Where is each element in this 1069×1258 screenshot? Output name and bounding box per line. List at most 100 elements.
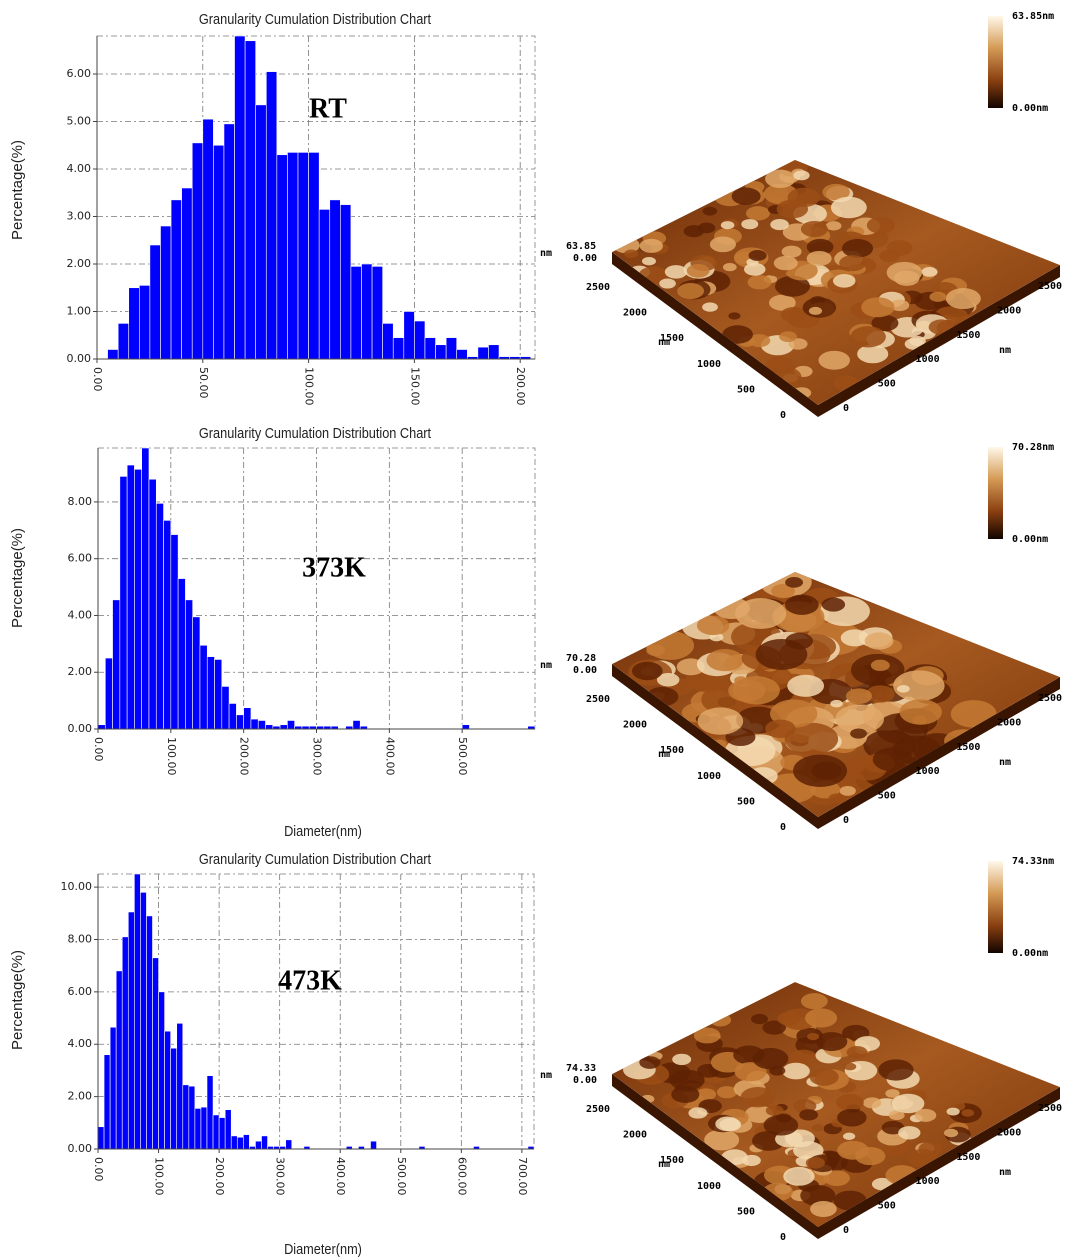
bar (191, 142, 204, 360)
grain (773, 255, 798, 271)
bar (279, 724, 288, 730)
grain (672, 1053, 692, 1066)
y-tick-label: 2.00 (68, 1090, 93, 1103)
bar (236, 1136, 244, 1150)
grain (639, 238, 663, 253)
grain (945, 288, 981, 310)
grain (734, 1062, 767, 1082)
bar (202, 118, 214, 360)
y-tick-label: 500 (737, 1206, 755, 1217)
grain (830, 196, 867, 219)
colorbar-max: 63.85nm (1012, 11, 1054, 22)
z-min: 0.00 (573, 253, 597, 264)
y-tick-label: 1500 (660, 1155, 684, 1166)
bar (257, 720, 266, 730)
y-tick-label: 4.00 (67, 162, 92, 175)
x-tick-label: 700.00 (516, 1157, 529, 1196)
grain (793, 754, 848, 787)
grain (728, 312, 741, 320)
y-tick-label: 1000 (697, 1181, 721, 1192)
grain (709, 1013, 732, 1027)
bar (199, 644, 208, 730)
grain (866, 216, 896, 234)
bar (340, 204, 352, 360)
x-tick-label: 200.00 (514, 367, 527, 406)
x-tick-label: 1500 (956, 330, 980, 341)
y-tick-label: 4.00 (68, 608, 93, 621)
grain (843, 1062, 857, 1071)
bar (287, 720, 295, 730)
y-unit: nm (658, 1159, 670, 1170)
grain (771, 584, 795, 599)
bar (424, 337, 436, 360)
grain (722, 325, 753, 344)
surface-base (612, 982, 1060, 1227)
x-tick-label: 2500 (1038, 1103, 1062, 1114)
bar (134, 873, 141, 1150)
y-tick-label: 6.00 (68, 985, 93, 998)
bar (265, 71, 278, 360)
grain (677, 282, 704, 300)
grain (835, 704, 884, 734)
grain (787, 674, 825, 697)
y-tick-label: 2000 (623, 1130, 647, 1141)
bar (115, 970, 123, 1150)
x-tick-label: 2500 (1038, 281, 1062, 292)
bar (194, 1108, 202, 1150)
bar (223, 123, 235, 360)
z-min: 0.00 (573, 1075, 597, 1086)
x-tick-label: 600.00 (455, 1157, 468, 1196)
grain (624, 249, 639, 259)
bar (414, 320, 426, 360)
bar (170, 534, 179, 730)
grain (697, 707, 744, 735)
bar (177, 578, 186, 730)
bar (140, 892, 147, 1150)
x-tick-label: 300.00 (274, 1157, 287, 1196)
annotation: RT (309, 93, 347, 124)
colorbar-max: 74.33nm (1012, 856, 1054, 867)
chart-title: Granularity Cumulation Distribution Char… (199, 10, 431, 27)
grain (751, 1013, 769, 1025)
bar (206, 1075, 214, 1150)
grain (709, 236, 736, 253)
x-tick-label: 300.00 (311, 737, 324, 776)
grain (872, 747, 913, 772)
bar (117, 323, 130, 360)
grain (775, 275, 810, 297)
grain (855, 1147, 886, 1166)
x-tick-label: 0 (843, 1225, 849, 1236)
bar (361, 263, 373, 360)
bar (392, 337, 405, 360)
bar (103, 1054, 111, 1150)
grain (800, 220, 828, 238)
grain (846, 1046, 868, 1059)
x-tick-label: 500.00 (395, 1157, 408, 1196)
grain (744, 262, 766, 276)
grain (763, 1114, 799, 1136)
grain (631, 661, 663, 681)
bar (155, 503, 164, 730)
x-tick-label: 0.00 (91, 367, 104, 392)
grain (807, 1032, 820, 1041)
grain (850, 728, 867, 739)
x-tick-label: 2500 (1038, 693, 1062, 704)
grain (799, 1109, 819, 1121)
grain (671, 1086, 700, 1103)
grain (762, 1020, 786, 1035)
bar (121, 936, 129, 1150)
bar (134, 468, 143, 730)
bar (236, 714, 244, 730)
grain (823, 1170, 850, 1187)
grain (716, 1086, 738, 1099)
grain (921, 267, 938, 277)
grain (702, 302, 718, 312)
y-tick-label: 0 (780, 822, 786, 833)
grain (669, 1069, 705, 1091)
grain (765, 169, 796, 188)
chart-title: Granularity Cumulation Distribution Char… (199, 424, 431, 441)
grain (793, 170, 810, 181)
x-tick-label: 500 (878, 1201, 896, 1212)
afm-surface (612, 160, 1060, 405)
grain (645, 631, 695, 660)
